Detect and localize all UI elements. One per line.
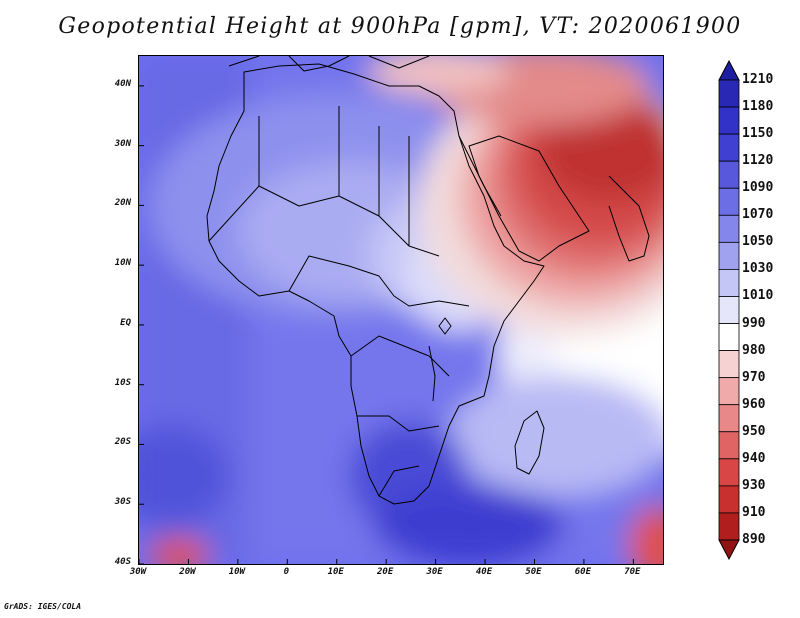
colorbar-box (718, 350, 740, 379)
colorbar-box (718, 214, 740, 243)
lat-label: 10S (114, 377, 131, 388)
legend-level-label: 990 (742, 315, 766, 331)
legend-level-label: 960 (742, 396, 766, 412)
colorbar-box (718, 458, 740, 487)
lon-label: 0 (283, 567, 289, 577)
coastlines (206, 56, 650, 505)
lat-label: EQ (120, 317, 131, 328)
legend-level-label: 1090 (742, 180, 774, 196)
colorbar-box (718, 160, 740, 189)
height-field (139, 56, 663, 564)
colorbar-box (718, 431, 740, 460)
colorbar-box (718, 269, 740, 297)
legend-level-label: 970 (742, 369, 766, 385)
legend-level-label: 1030 (742, 261, 774, 277)
map-plot (139, 56, 663, 564)
map-title: Geopotential Height at 900hPa [gpm], VT:… (58, 14, 742, 39)
colorbar-box (718, 512, 740, 541)
legend-level-label: 950 (742, 423, 766, 439)
axis-ticks (139, 85, 634, 564)
lon-label: 40E (475, 567, 493, 577)
colorbar-top-arrow (718, 60, 740, 81)
legend-level-label: 940 (742, 450, 766, 466)
colorbar-box (718, 323, 740, 351)
lon-label: 30W (129, 567, 147, 577)
lat-label: 30S (114, 497, 131, 508)
colorbar-box (718, 79, 740, 108)
lon-label: 60E (574, 567, 592, 577)
legend-level-label: 1050 (742, 234, 774, 250)
legend-level-label: 1120 (742, 153, 774, 169)
legend-level-label: 1210 (742, 72, 774, 87)
credit-label: GrADS: IGES/COLA (4, 602, 82, 611)
lat-label: 40S (114, 557, 131, 567)
colorbar (718, 60, 740, 560)
colorbar-box (718, 241, 740, 270)
colorbar-box (718, 296, 740, 324)
lon-label: 30E (426, 567, 443, 577)
lat-label: 10N (114, 258, 131, 269)
lon-label: 10W (228, 567, 245, 577)
lat-label: 30N (114, 138, 131, 149)
lon-label: 70E (624, 567, 641, 577)
legend-level-label: 1180 (742, 99, 774, 115)
lon-label: 10E (327, 567, 344, 577)
colorbar-box (718, 106, 740, 135)
lon-label: 50E (525, 567, 542, 577)
lat-label: 40N (114, 78, 131, 89)
legend-level-label: 930 (742, 477, 766, 493)
legend-level-label: 1010 (742, 288, 774, 304)
colorbar-box (718, 485, 740, 514)
lat-label: 20S (114, 437, 131, 448)
lat-label: 20N (114, 198, 131, 209)
legend-level-label: 1150 (742, 126, 774, 142)
colorbar-box (718, 133, 740, 162)
legend-level-label: 980 (742, 342, 766, 358)
legend-level-label: 1070 (742, 207, 774, 223)
colorbar-bottom-arrow (718, 539, 740, 560)
lon-label: 20E (377, 567, 394, 577)
lon-label: 20W (179, 567, 196, 577)
colorbar-box (718, 187, 740, 216)
legend-level-label: 890 (742, 532, 766, 547)
map-panel (138, 55, 664, 565)
legend-level-label: 910 (742, 504, 766, 520)
colorbar-box (718, 404, 740, 433)
colorbar-box (718, 377, 740, 406)
